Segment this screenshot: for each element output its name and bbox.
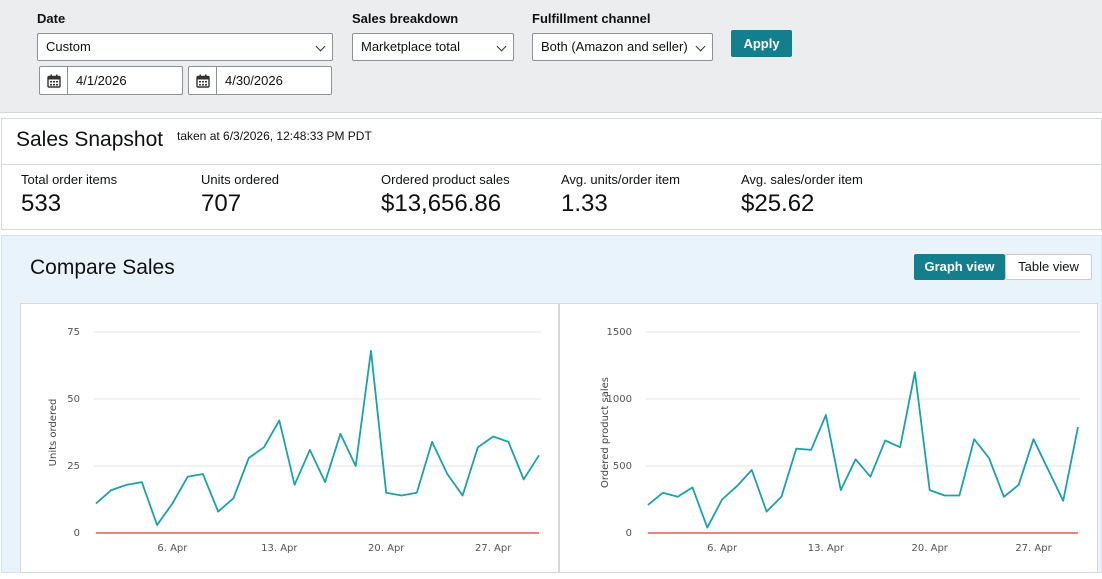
end-date-value: 4/30/2026 bbox=[225, 73, 283, 88]
product-sales-chart: 0 500 1000 1500 6. Apr 13. Apr 20. Apr 27. Apr O… bbox=[559, 303, 1098, 573]
metric-avg-units: Avg. units/order item 1.33 bbox=[561, 172, 680, 218]
compare-sales-title: Compare Sales bbox=[30, 256, 175, 279]
start-date-value: 4/1/2026 bbox=[76, 73, 127, 88]
x-tick-label: 13. Apr bbox=[261, 543, 298, 554]
fulfillment-channel-select[interactable]: Both (Amazon and seller) bbox=[532, 33, 713, 61]
breakdown-value: Marketplace total bbox=[361, 39, 460, 54]
y-tick-label: 75 bbox=[67, 327, 80, 338]
metric-ordered-product-sales: Ordered product sales $13,656.86 bbox=[381, 172, 510, 218]
table-view-button[interactable]: Table view bbox=[1005, 254, 1092, 280]
units-chart-svg: 0 25 50 75 6. Apr 13. Apr 20. Apr 27. Apr Units … bbox=[48, 327, 541, 554]
x-tick-label: 27. Apr bbox=[1015, 543, 1052, 554]
channel-value: Both (Amazon and seller) bbox=[541, 39, 688, 54]
metric-total-order-items: Total order items 533 bbox=[21, 172, 117, 218]
y-tick-label: 500 bbox=[613, 461, 632, 472]
y-tick-label: 0 bbox=[74, 528, 80, 539]
breakdown-label: Sales breakdown bbox=[352, 11, 459, 26]
x-tick-label: 20. Apr bbox=[912, 543, 949, 554]
chevron-down-icon bbox=[695, 41, 706, 52]
metric-label: Units ordered bbox=[201, 172, 280, 187]
start-date-field[interactable]: 4/1/2026 bbox=[39, 66, 183, 95]
channel-label: Fulfillment channel bbox=[532, 11, 651, 26]
metric-value: 533 bbox=[21, 190, 62, 217]
units-ordered-chart: 0 25 50 75 6. Apr 13. Apr 20. Apr 27. Apr Units … bbox=[20, 303, 559, 573]
date-range-select[interactable]: Custom bbox=[37, 33, 333, 61]
y-tick-label: 25 bbox=[67, 461, 80, 472]
apply-button[interactable]: Apply bbox=[731, 30, 792, 57]
metric-units-ordered: Units ordered 707 bbox=[201, 172, 279, 218]
end-date-field[interactable]: 4/30/2026 bbox=[188, 66, 332, 95]
snapshot-timestamp: taken at 6/3/2026, 12:48:33 PM PDT bbox=[177, 129, 372, 143]
series-line[interactable] bbox=[95, 349, 540, 526]
graph-view-button[interactable]: Graph view bbox=[914, 254, 1005, 280]
date-range-value: Custom bbox=[46, 39, 91, 54]
snapshot-header: Sales Snapshot taken at 6/3/2026, 12:48:… bbox=[2, 119, 1101, 165]
metric-value: 707 bbox=[201, 190, 242, 217]
metric-avg-sales: Avg. sales/order item $25.62 bbox=[741, 172, 863, 218]
calendar-icon[interactable] bbox=[40, 67, 68, 94]
sales-chart-svg: 0 500 1000 1500 6. Apr 13. Apr 20. Apr 27. Apr O… bbox=[600, 327, 1080, 554]
metric-label: Avg. sales/order item bbox=[741, 172, 863, 187]
chevron-down-icon bbox=[496, 41, 507, 52]
filter-bar: Date Custom 4/1/2026 4/30/2026 Sales bre… bbox=[0, 0, 1102, 113]
x-tick-label: 6. Apr bbox=[707, 543, 738, 554]
chevron-down-icon bbox=[315, 41, 326, 52]
date-label: Date bbox=[37, 11, 66, 26]
series-line[interactable] bbox=[647, 371, 1079, 529]
x-tick-label: 13. Apr bbox=[808, 543, 845, 554]
x-tick-label: 27. Apr bbox=[475, 543, 512, 554]
metric-value: $25.62 bbox=[741, 190, 815, 217]
sales-snapshot-panel: Sales Snapshot taken at 6/3/2026, 12:48:… bbox=[1, 118, 1102, 230]
y-tick-label: 1000 bbox=[607, 394, 632, 405]
metric-label: Total order items bbox=[21, 172, 118, 187]
metric-value: $13,656.86 bbox=[381, 190, 502, 217]
calendar-icon[interactable] bbox=[189, 67, 217, 94]
metric-value: 1.33 bbox=[561, 190, 608, 217]
metric-label: Ordered product sales bbox=[381, 172, 510, 187]
x-tick-label: 6. Apr bbox=[157, 543, 188, 554]
y-tick-label: 0 bbox=[626, 528, 632, 539]
y-tick-label: 1500 bbox=[607, 327, 632, 338]
snapshot-title: Sales Snapshot bbox=[16, 128, 164, 151]
y-axis-label: Units ordered bbox=[48, 399, 59, 467]
sales-breakdown-select[interactable]: Marketplace total bbox=[352, 33, 514, 61]
y-axis-label: Ordered product sales bbox=[600, 377, 611, 488]
metric-label: Avg. units/order item bbox=[561, 172, 680, 187]
x-tick-label: 20. Apr bbox=[368, 543, 405, 554]
y-tick-label: 50 bbox=[67, 394, 80, 405]
